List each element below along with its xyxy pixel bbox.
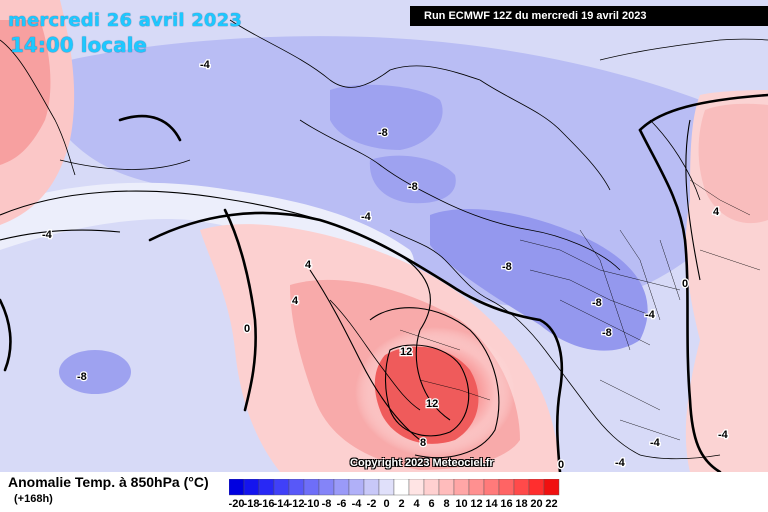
scale-swatch [483,479,500,496]
contour-label: -8 [378,127,388,139]
scale-tick-label: -4 [352,498,363,509]
scale-tick-label: 18 [515,498,527,509]
scale-swatch [528,479,545,496]
scale-swatch [348,479,365,496]
scale-swatch [408,479,425,496]
scale-tick-label: 0 [383,498,389,509]
scale-tick-label: -8 [322,498,332,509]
scale-swatch [288,479,305,496]
scale-swatch [543,479,560,496]
scale-swatch [513,479,530,496]
contour-label: -4 [200,59,211,71]
cold-core-baltic [369,155,456,204]
scale-tick-label: -6 [337,498,347,509]
scale-swatch [423,479,440,496]
cold-core-atlantic [59,350,131,394]
scale-swatch [363,479,380,496]
contour-label: 0 [244,323,250,335]
scale-swatch [229,479,245,496]
zero-anomaly-lines [0,93,768,472]
scale-tick-label: -14 [274,498,291,509]
contour-label: -8 [77,371,87,383]
scale-tick-label: 22 [545,498,557,509]
cold-core-scandinavia [330,84,443,150]
country-borders [399,179,761,441]
contour-label: 12 [426,398,438,410]
scale-swatch [453,479,470,496]
contour-label: 12 [400,346,412,358]
scale-swatch [378,479,395,496]
scale-swatch [273,479,290,496]
contour-label: -8 [408,181,418,193]
scale-tick-label: -10 [304,498,320,509]
scale-swatch [468,479,485,496]
copyright-notice: Copyright 2023 Meteociel.fr [350,457,494,469]
contour-label: 4 [305,259,312,271]
scale-tick-label: 4 [413,498,420,509]
coastlines [0,19,768,460]
contour-label: -4 [42,229,53,241]
scale-swatch [303,479,320,496]
contour-label: -4 [615,457,626,469]
scale-swatch [393,479,410,496]
contour-label: -4 [645,309,656,321]
contour-label: -8 [502,261,512,273]
color-scale: -20 -18 -16 -14 -12 -10 -8 -6 -4 -2 0 2 4 6 8 10 12 14 16 1… [229,479,560,509]
scale-tick-label: -18 [244,498,260,509]
contour-label: 4 [292,295,299,307]
scale-tick-label: 2 [398,498,404,509]
scale-tick-label: 12 [470,498,482,509]
forecast-lead-time: (+168h) [14,493,53,505]
warm-core-greenland [0,20,51,165]
contour-label: -4 [718,429,729,441]
scale-swatch [333,479,350,496]
forecast-date: mercredi 26 avril 2023 [8,10,243,31]
contour-label-group: -4 -4 -8 -8 -4 4 4 0 -8 -8 -8 -8 -4 4 0 … [41,58,730,472]
scale-swatch [498,479,515,496]
scale-swatch [258,479,275,496]
scale-tick-label: -2 [367,498,377,509]
scale-tick-label: -20 [229,498,244,509]
scale-tick-label: 6 [428,498,434,509]
contour-label: -8 [602,327,612,339]
contour-label: 4 [713,206,720,218]
scale-tick-label: 20 [530,498,542,509]
contour-label: 0 [682,278,688,290]
contour-label: -4 [361,211,372,223]
scale-swatch [243,479,260,496]
scale-tick-label: -12 [289,498,305,509]
legend-title: Anomalie Temp. à 850hPa (°C) [8,474,209,490]
model-run-info: Run ECMWF 12Z du mercredi 19 avril 2023 [410,6,768,26]
warm-patch-east [698,103,768,224]
temperature-anomaly-map: -4 -4 -8 -8 -4 4 4 0 -8 -8 -8 -8 -4 4 0 … [0,0,768,472]
contour-label: 8 [420,437,426,449]
scale-tick-label: 10 [455,498,467,509]
neutral-band-atlantic [0,182,415,285]
contour-label: -4 [650,437,661,449]
cold-core-central-europe [430,209,648,351]
scale-tick-label: 8 [443,498,449,509]
scale-tick-label: -16 [259,498,275,509]
contour-label: -8 [592,297,602,309]
scale-tick-label: 16 [500,498,512,509]
contour-label: 0 [558,459,564,471]
anomaly-contours [0,119,701,459]
scale-tick-label: 14 [485,498,498,509]
scale-swatch [438,479,455,496]
forecast-time: 14:00 locale [10,33,147,57]
scale-swatch [318,479,335,496]
